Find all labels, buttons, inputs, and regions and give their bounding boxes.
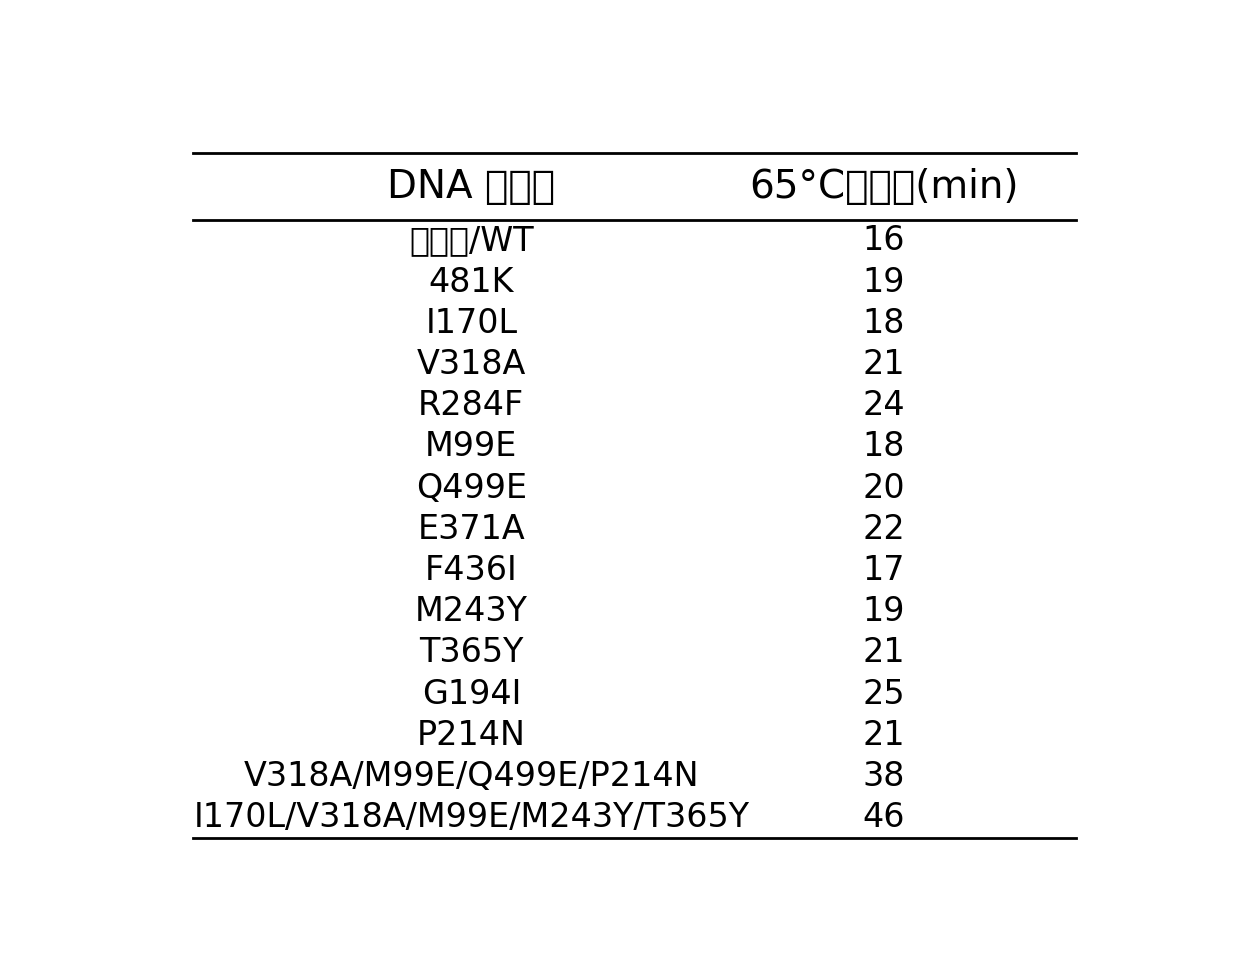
Text: 65°C半衰期(min): 65°C半衰期(min) [749,168,1019,206]
Text: 17: 17 [863,554,905,587]
Text: E371A: E371A [417,513,525,545]
Text: DNA 聚合酶: DNA 聚合酶 [387,168,556,206]
Text: 19: 19 [863,266,905,299]
Text: M243Y: M243Y [415,596,527,629]
Text: 22: 22 [863,513,905,545]
Text: P214N: P214N [417,718,526,751]
Text: I170L/V318A/M99E/M243Y/T365Y: I170L/V318A/M99E/M243Y/T365Y [193,802,749,835]
Text: M99E: M99E [425,430,517,463]
Text: 38: 38 [863,760,905,793]
Text: 18: 18 [863,430,905,463]
Text: Q499E: Q499E [416,472,527,505]
Text: 46: 46 [863,802,905,835]
Text: T365Y: T365Y [420,636,524,669]
Text: 21: 21 [863,636,905,669]
Text: V318A/M99E/Q499E/P214N: V318A/M99E/Q499E/P214N [244,760,699,793]
Text: F436I: F436I [425,554,517,587]
Text: 野生型/WT: 野生型/WT [409,224,534,257]
Text: 19: 19 [863,596,905,629]
Text: 20: 20 [863,472,905,505]
Text: 24: 24 [863,389,905,423]
Text: 25: 25 [863,678,905,711]
Text: I170L: I170L [426,307,517,339]
Text: R284F: R284F [418,389,525,423]
Text: 16: 16 [863,224,905,257]
Text: 21: 21 [863,718,905,751]
Text: V318A: V318A [417,348,526,381]
Text: 18: 18 [863,307,905,339]
Text: 21: 21 [863,348,905,381]
Text: 481K: 481K [428,266,514,299]
Text: G194I: G194I [422,678,521,711]
